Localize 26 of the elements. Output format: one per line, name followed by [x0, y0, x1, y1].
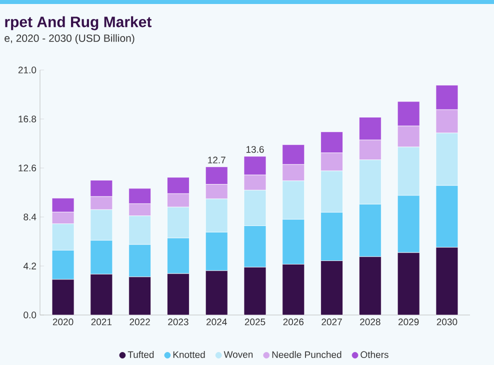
y-tick-label: 0.0 [24, 312, 36, 318]
y-tick-label: 8.4 [24, 214, 36, 220]
x-tick-label: 2024 [206, 318, 227, 326]
y-tick-label: 16.8 [18, 116, 36, 122]
y-tick-label: 4.2 [23, 262, 36, 270]
legend-label: Tufted [128, 351, 154, 358]
chart-subtitle: e, 2020 - 2030 (USD Billion) [4, 34, 134, 44]
x-tick-label: 2023 [168, 318, 188, 326]
legend-label: Needle Punched [272, 351, 342, 358]
x-tick-label: 2027 [322, 318, 342, 326]
total-label: 13.6 [246, 146, 264, 153]
x-tick-label: 2021 [91, 318, 112, 326]
total-label: 12.7 [208, 156, 226, 164]
legend-label: Others [360, 351, 388, 358]
chart-title: rpet And Rug Market [5, 16, 152, 30]
x-tick-label: 2020 [52, 318, 74, 326]
x-tick-label: 2030 [436, 318, 458, 326]
y-tick-label: 21.0 [18, 66, 36, 74]
x-tick-label: 2022 [130, 318, 150, 326]
x-tick-label: 2025 [244, 318, 266, 326]
x-tick-label: 2029 [398, 318, 419, 326]
x-tick-label: 2028 [360, 318, 380, 326]
legend-label: Woven [224, 351, 253, 358]
legend-label: Knotted [173, 351, 205, 358]
x-tick-label: 2026 [283, 318, 304, 326]
y-tick-label: 12.6 [18, 164, 36, 172]
